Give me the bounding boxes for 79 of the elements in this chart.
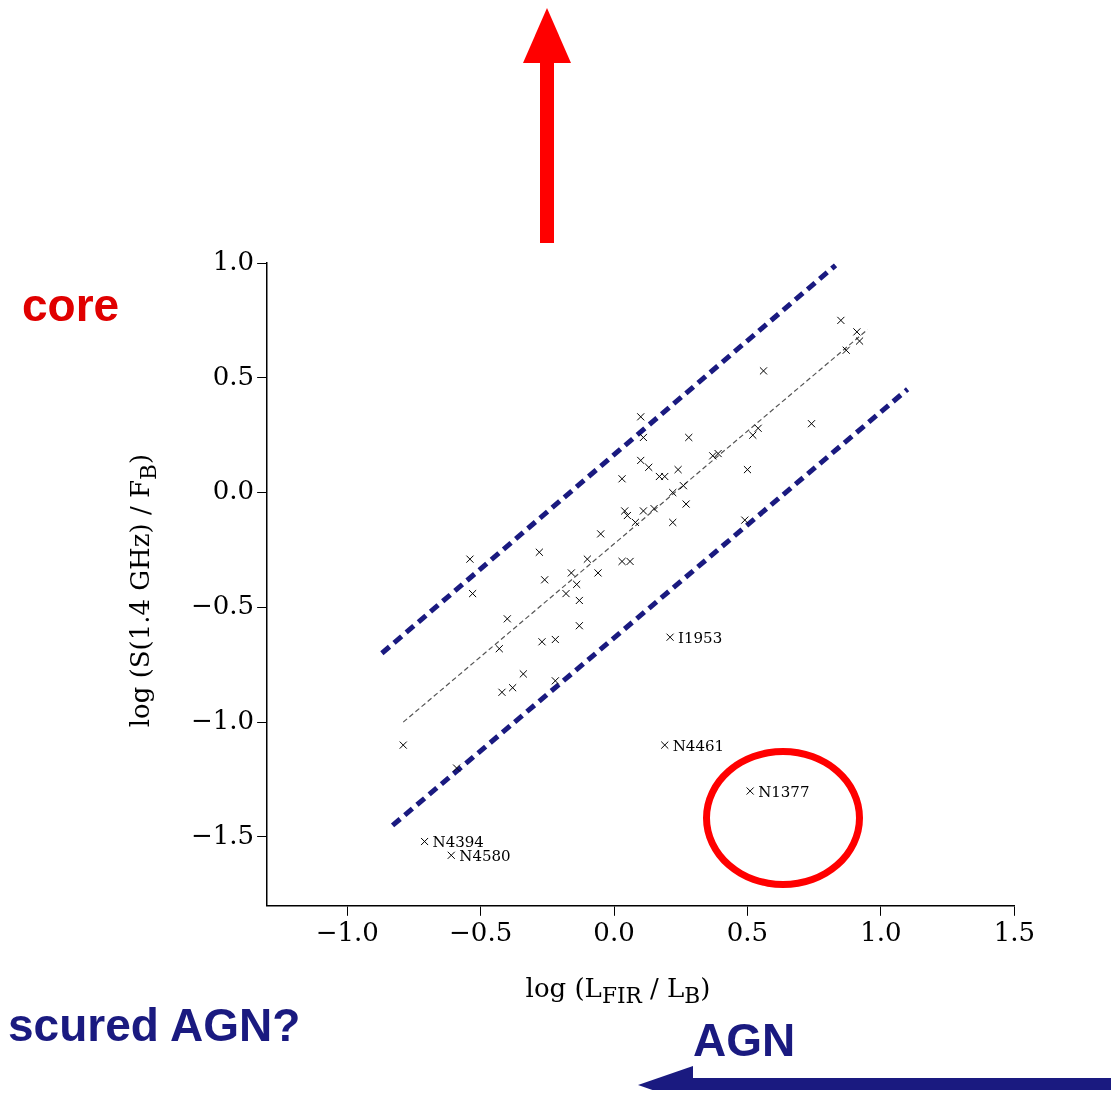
point — [508, 683, 517, 692]
point — [468, 589, 477, 598]
point — [743, 465, 752, 474]
point — [572, 580, 581, 589]
point — [618, 474, 627, 483]
point — [636, 456, 645, 465]
x-tick-label: 1.5 — [993, 917, 1036, 948]
y-tick-label: 0.0 — [212, 475, 255, 506]
point — [399, 741, 408, 750]
point — [503, 614, 512, 623]
point — [535, 548, 544, 557]
point — [623, 511, 632, 520]
annotation: N1377 — [758, 782, 810, 801]
point — [551, 635, 560, 644]
point — [852, 327, 861, 336]
x-tick-label: 0.5 — [726, 917, 769, 948]
point — [567, 568, 576, 577]
point — [594, 568, 603, 577]
text: AGN — [693, 1013, 796, 1067]
point — [626, 557, 635, 566]
point — [497, 688, 506, 697]
text: scured AGN? — [8, 998, 301, 1052]
point — [452, 764, 461, 773]
point — [655, 472, 664, 481]
y-tick-label: −1.5 — [190, 819, 255, 850]
x-tick-label: −0.5 — [449, 917, 513, 948]
point — [668, 488, 677, 497]
point — [855, 337, 864, 346]
point — [668, 518, 677, 527]
point — [495, 644, 504, 653]
annotation: I1953 — [678, 629, 723, 648]
point — [639, 506, 648, 515]
point — [682, 500, 691, 509]
point — [575, 621, 584, 630]
point — [660, 741, 669, 750]
y-tick-label: −0.5 — [190, 590, 255, 621]
point — [420, 837, 429, 846]
point — [447, 851, 456, 860]
x-tick-label: 0.0 — [593, 917, 635, 948]
point — [740, 516, 749, 525]
point — [660, 472, 669, 481]
point — [639, 433, 648, 442]
point — [596, 529, 605, 538]
point — [537, 637, 547, 646]
point — [748, 431, 757, 440]
point — [754, 424, 763, 433]
point — [714, 449, 723, 458]
point — [636, 412, 645, 421]
point — [746, 786, 755, 796]
x-tick-label: −1.0 — [315, 917, 379, 948]
point — [674, 465, 683, 474]
point — [679, 481, 688, 490]
point — [842, 346, 851, 355]
point — [836, 316, 845, 325]
annotation: N4461 — [672, 736, 725, 755]
point — [561, 589, 571, 598]
y-tick-label: 0.5 — [212, 360, 255, 391]
point — [807, 419, 816, 428]
x-axis-title: log (L$_{FIR}$ / L$_{B}$) — [525, 973, 711, 1009]
point — [540, 575, 549, 584]
y-tick-label: −1.0 — [190, 704, 255, 735]
point — [551, 676, 560, 685]
point — [631, 518, 640, 527]
annotation: N4580 — [459, 847, 511, 866]
x-tick-label: 1.0 — [860, 917, 902, 948]
point — [519, 669, 528, 678]
point — [650, 504, 659, 513]
point — [684, 433, 693, 442]
point — [575, 596, 584, 605]
point — [465, 555, 474, 564]
point — [618, 557, 627, 566]
text: core — [22, 278, 120, 332]
point — [666, 633, 675, 642]
point — [583, 555, 592, 564]
point — [708, 451, 717, 460]
point — [620, 506, 629, 515]
point — [759, 366, 768, 375]
point — [644, 463, 653, 472]
y-tick-label: 1.0 — [212, 245, 255, 276]
